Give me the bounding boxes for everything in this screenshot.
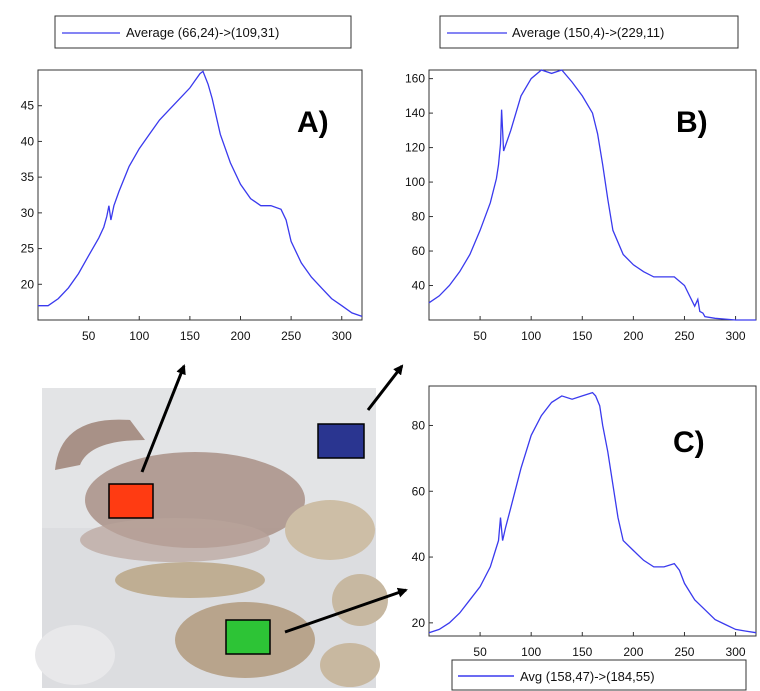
- chart-c-ytick-label: 20: [412, 616, 426, 630]
- chart-b-frame: [428, 69, 757, 321]
- chart-c-series-line: [428, 391, 757, 634]
- photo-stone-2: [115, 562, 265, 598]
- chart-b-ticks: 50 100 150 200 250 300 40 60 80 100 120 140 160: [405, 72, 746, 343]
- chart-c-xtick-label: 150: [572, 645, 592, 659]
- chart-a-legend-label: Average (66,24)->(109,31): [126, 25, 279, 40]
- arrow-red-to-a: [140, 364, 186, 473]
- chart-c-xtick-label: 200: [623, 645, 643, 659]
- arrow-green-to-c: [284, 587, 408, 634]
- chart-b-xtick-label: 50: [473, 329, 487, 343]
- chart-c-xtick-label: 100: [521, 645, 541, 659]
- photo-stone-6: [320, 643, 380, 687]
- chart-c-ticks: 50 100 150 200 250 300 20 40 60 80: [412, 418, 746, 659]
- chart-a-xtick-label: 50: [82, 329, 96, 343]
- chart-c-ytick-label: 40: [412, 550, 426, 564]
- photo-stone-3: [332, 574, 388, 626]
- chart-b-ytick-label: 160: [405, 72, 425, 86]
- chart-a: Average (66,24)->(109,31) A) 50 100 150 200…: [21, 15, 363, 343]
- chart-a-xtick-label: 100: [129, 329, 149, 343]
- chart-c-ytick-label: 80: [412, 418, 426, 432]
- photo-stone-5: [35, 625, 115, 685]
- chart-a-ticks: 50 100 150 200 250 300 20 25 30 35 40 45: [21, 99, 352, 343]
- chart-b-xtick-label: 200: [623, 329, 643, 343]
- chart-c-legend-box: [451, 659, 747, 691]
- photo-pot-handle: [55, 419, 145, 470]
- chart-a-ytick-label: 25: [21, 242, 35, 256]
- blue-region: [317, 423, 365, 459]
- chart-b-xtick-label: 300: [726, 329, 746, 343]
- arrow-blue-to-b: [366, 364, 404, 411]
- chart-b-ytick-label: 40: [412, 279, 426, 293]
- chart-c-xtick-label: 300: [726, 645, 746, 659]
- chart-a-ytick-label: 35: [21, 170, 35, 184]
- chart-a-series-line: [38, 70, 363, 318]
- chart-a-panel-label: A): [297, 106, 329, 139]
- chart-b-ytick-label: 100: [405, 175, 425, 189]
- chart-a-xtick-label: 300: [332, 329, 352, 343]
- chart-b-xtick-label: 250: [674, 329, 694, 343]
- chart-a-xtick-label: 200: [230, 329, 250, 343]
- chart-c-xtick-label: 50: [473, 645, 487, 659]
- chart-c-legend-label: Avg (158,47)->(184,55): [520, 669, 655, 684]
- chart-a-ytick-label: 30: [21, 206, 35, 220]
- chart-a-frame: [37, 69, 363, 321]
- chart-b-ytick-label: 80: [412, 210, 426, 224]
- chart-b-ytick-label: 140: [405, 106, 425, 120]
- chart-b-legend-box: [439, 15, 739, 49]
- photo-stone-1: [285, 500, 375, 560]
- chart-a-legend-box: [54, 15, 352, 49]
- green-region: [225, 619, 271, 655]
- chart-b-ytick-label: 60: [412, 244, 426, 258]
- red-region: [108, 483, 154, 519]
- chart-b-xtick-label: 150: [572, 329, 592, 343]
- chart-c: C) 50 100 150 200 250 300 20 40 60 80 Avg (158,47…: [412, 385, 757, 691]
- photo-pot-shadow: [80, 518, 270, 562]
- chart-b-series-line: [428, 69, 756, 321]
- chart-a-xtick-label: 250: [281, 329, 301, 343]
- chart-a-xtick-label: 150: [180, 329, 200, 343]
- chart-c-panel-label: C): [673, 426, 705, 459]
- chart-b-panel-label: B): [676, 106, 708, 139]
- chart-b-legend-label: Average (150,4)->(229,11): [512, 25, 664, 40]
- chart-c-ytick-label: 60: [412, 484, 426, 498]
- chart-a-ytick-label: 45: [21, 99, 35, 113]
- chart-c-frame: [428, 385, 757, 637]
- photo-thumbnail: [35, 388, 388, 688]
- chart-b-ytick-label: 120: [405, 141, 425, 155]
- chart-b-xtick-label: 100: [521, 329, 541, 343]
- chart-b: Average (150,4)->(229,11) B) 50 100 150 200…: [405, 15, 757, 343]
- chart-a-ytick-label: 20: [21, 277, 35, 291]
- chart-a-ytick-label: 40: [21, 134, 35, 148]
- chart-c-xtick-label: 250: [674, 645, 694, 659]
